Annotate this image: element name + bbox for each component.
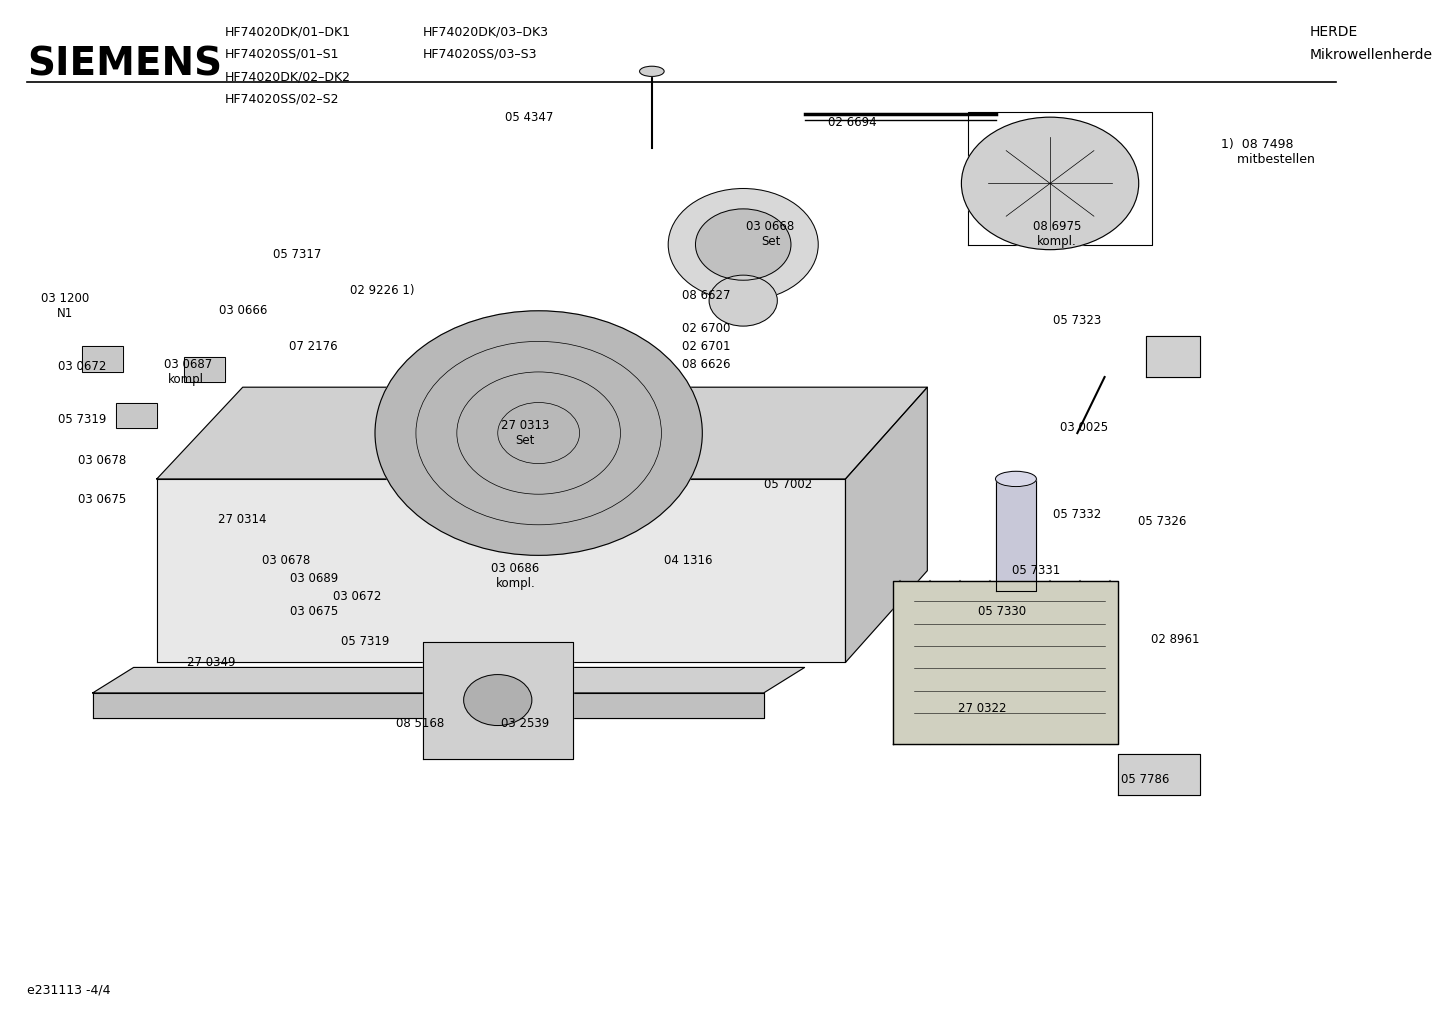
Text: 27 0314: 27 0314 [219,514,267,526]
Bar [185,357,225,382]
Text: 05 7786: 05 7786 [1122,773,1169,786]
Polygon shape [423,642,572,759]
Polygon shape [92,667,805,693]
Text: 05 7331: 05 7331 [1012,565,1060,577]
Text: 1)  08 7498
    mitbestellen: 1) 08 7498 mitbestellen [1220,138,1315,165]
Text: 03 0672: 03 0672 [58,361,107,373]
Text: 05 4347: 05 4347 [505,111,554,123]
Ellipse shape [995,471,1037,487]
Polygon shape [995,479,1037,591]
Text: 05 7323: 05 7323 [1053,315,1102,327]
Polygon shape [1145,336,1200,377]
Bar [115,403,157,428]
Circle shape [464,675,532,726]
Text: 08 5168: 08 5168 [397,717,444,730]
Text: 02 6700: 02 6700 [682,322,731,334]
Text: 27 0322: 27 0322 [957,702,1007,714]
Text: HERDE: HERDE [1309,25,1357,40]
Circle shape [695,209,792,280]
Text: 02 6694: 02 6694 [828,116,877,128]
Text: 05 7332: 05 7332 [1053,508,1102,521]
Text: 05 7330: 05 7330 [978,605,1027,618]
Text: 08 6626: 08 6626 [682,359,731,371]
Text: 02 6701: 02 6701 [682,340,731,353]
Text: 05 7319: 05 7319 [342,636,389,648]
Text: 03 0672: 03 0672 [333,590,382,602]
Text: 07 2176: 07 2176 [290,340,337,353]
Text: 03 0689: 03 0689 [290,573,337,585]
Text: HF74020SS/03–S3: HF74020SS/03–S3 [423,48,538,61]
Text: 05 7319: 05 7319 [58,414,107,426]
Text: 03 0687
kompl.: 03 0687 kompl. [164,358,212,386]
Text: 05 7317: 05 7317 [273,249,322,261]
Bar [82,346,123,372]
Bar [185,357,225,382]
Text: 03 2539: 03 2539 [500,717,549,730]
Text: 03 0666: 03 0666 [219,305,267,317]
Text: HF74020DK/01–DK1: HF74020DK/01–DK1 [225,25,350,39]
Polygon shape [845,387,927,662]
Text: 08 6627: 08 6627 [682,289,731,302]
Text: 04 1316: 04 1316 [665,554,712,567]
Polygon shape [157,479,845,662]
Text: e231113 -4/4: e231113 -4/4 [27,983,111,997]
Bar [82,346,123,372]
Text: 08 6975
kompl.: 08 6975 kompl. [1032,220,1082,249]
Text: 05 7002: 05 7002 [764,478,812,490]
Text: 27 0349: 27 0349 [187,656,235,668]
Polygon shape [893,581,1118,744]
Text: 02 9226 1): 02 9226 1) [349,284,414,297]
Text: 03 0675: 03 0675 [78,493,127,505]
Circle shape [375,311,702,555]
Text: 05 7326: 05 7326 [1138,516,1187,528]
Text: 02 8961: 02 8961 [1151,634,1200,646]
Text: 03 0668
Set: 03 0668 Set [747,220,795,249]
Text: 03 0678: 03 0678 [78,454,127,467]
Ellipse shape [640,66,665,76]
Circle shape [668,189,818,301]
Text: 03 0686
kompl.: 03 0686 kompl. [492,561,539,590]
Text: 03 0675: 03 0675 [290,605,337,618]
Circle shape [709,275,777,326]
Text: Mikrowellenherde: Mikrowellenherde [1309,48,1432,62]
Text: HF74020SS/01–S1: HF74020SS/01–S1 [225,48,339,61]
Polygon shape [92,693,764,718]
Text: HF74020DK/02–DK2: HF74020DK/02–DK2 [225,70,350,84]
Polygon shape [1118,754,1200,795]
Circle shape [962,117,1139,250]
Text: HF74020SS/02–S2: HF74020SS/02–S2 [225,93,339,106]
Text: HF74020DK/03–DK3: HF74020DK/03–DK3 [423,25,549,39]
Text: 03 0025: 03 0025 [1060,422,1109,434]
Text: SIEMENS: SIEMENS [27,46,222,84]
Polygon shape [157,387,927,479]
Text: 03 1200
N1: 03 1200 N1 [42,291,89,320]
Text: 03 0678: 03 0678 [262,554,310,567]
Text: 27 0313
Set: 27 0313 Set [500,419,549,447]
Bar [115,403,157,428]
